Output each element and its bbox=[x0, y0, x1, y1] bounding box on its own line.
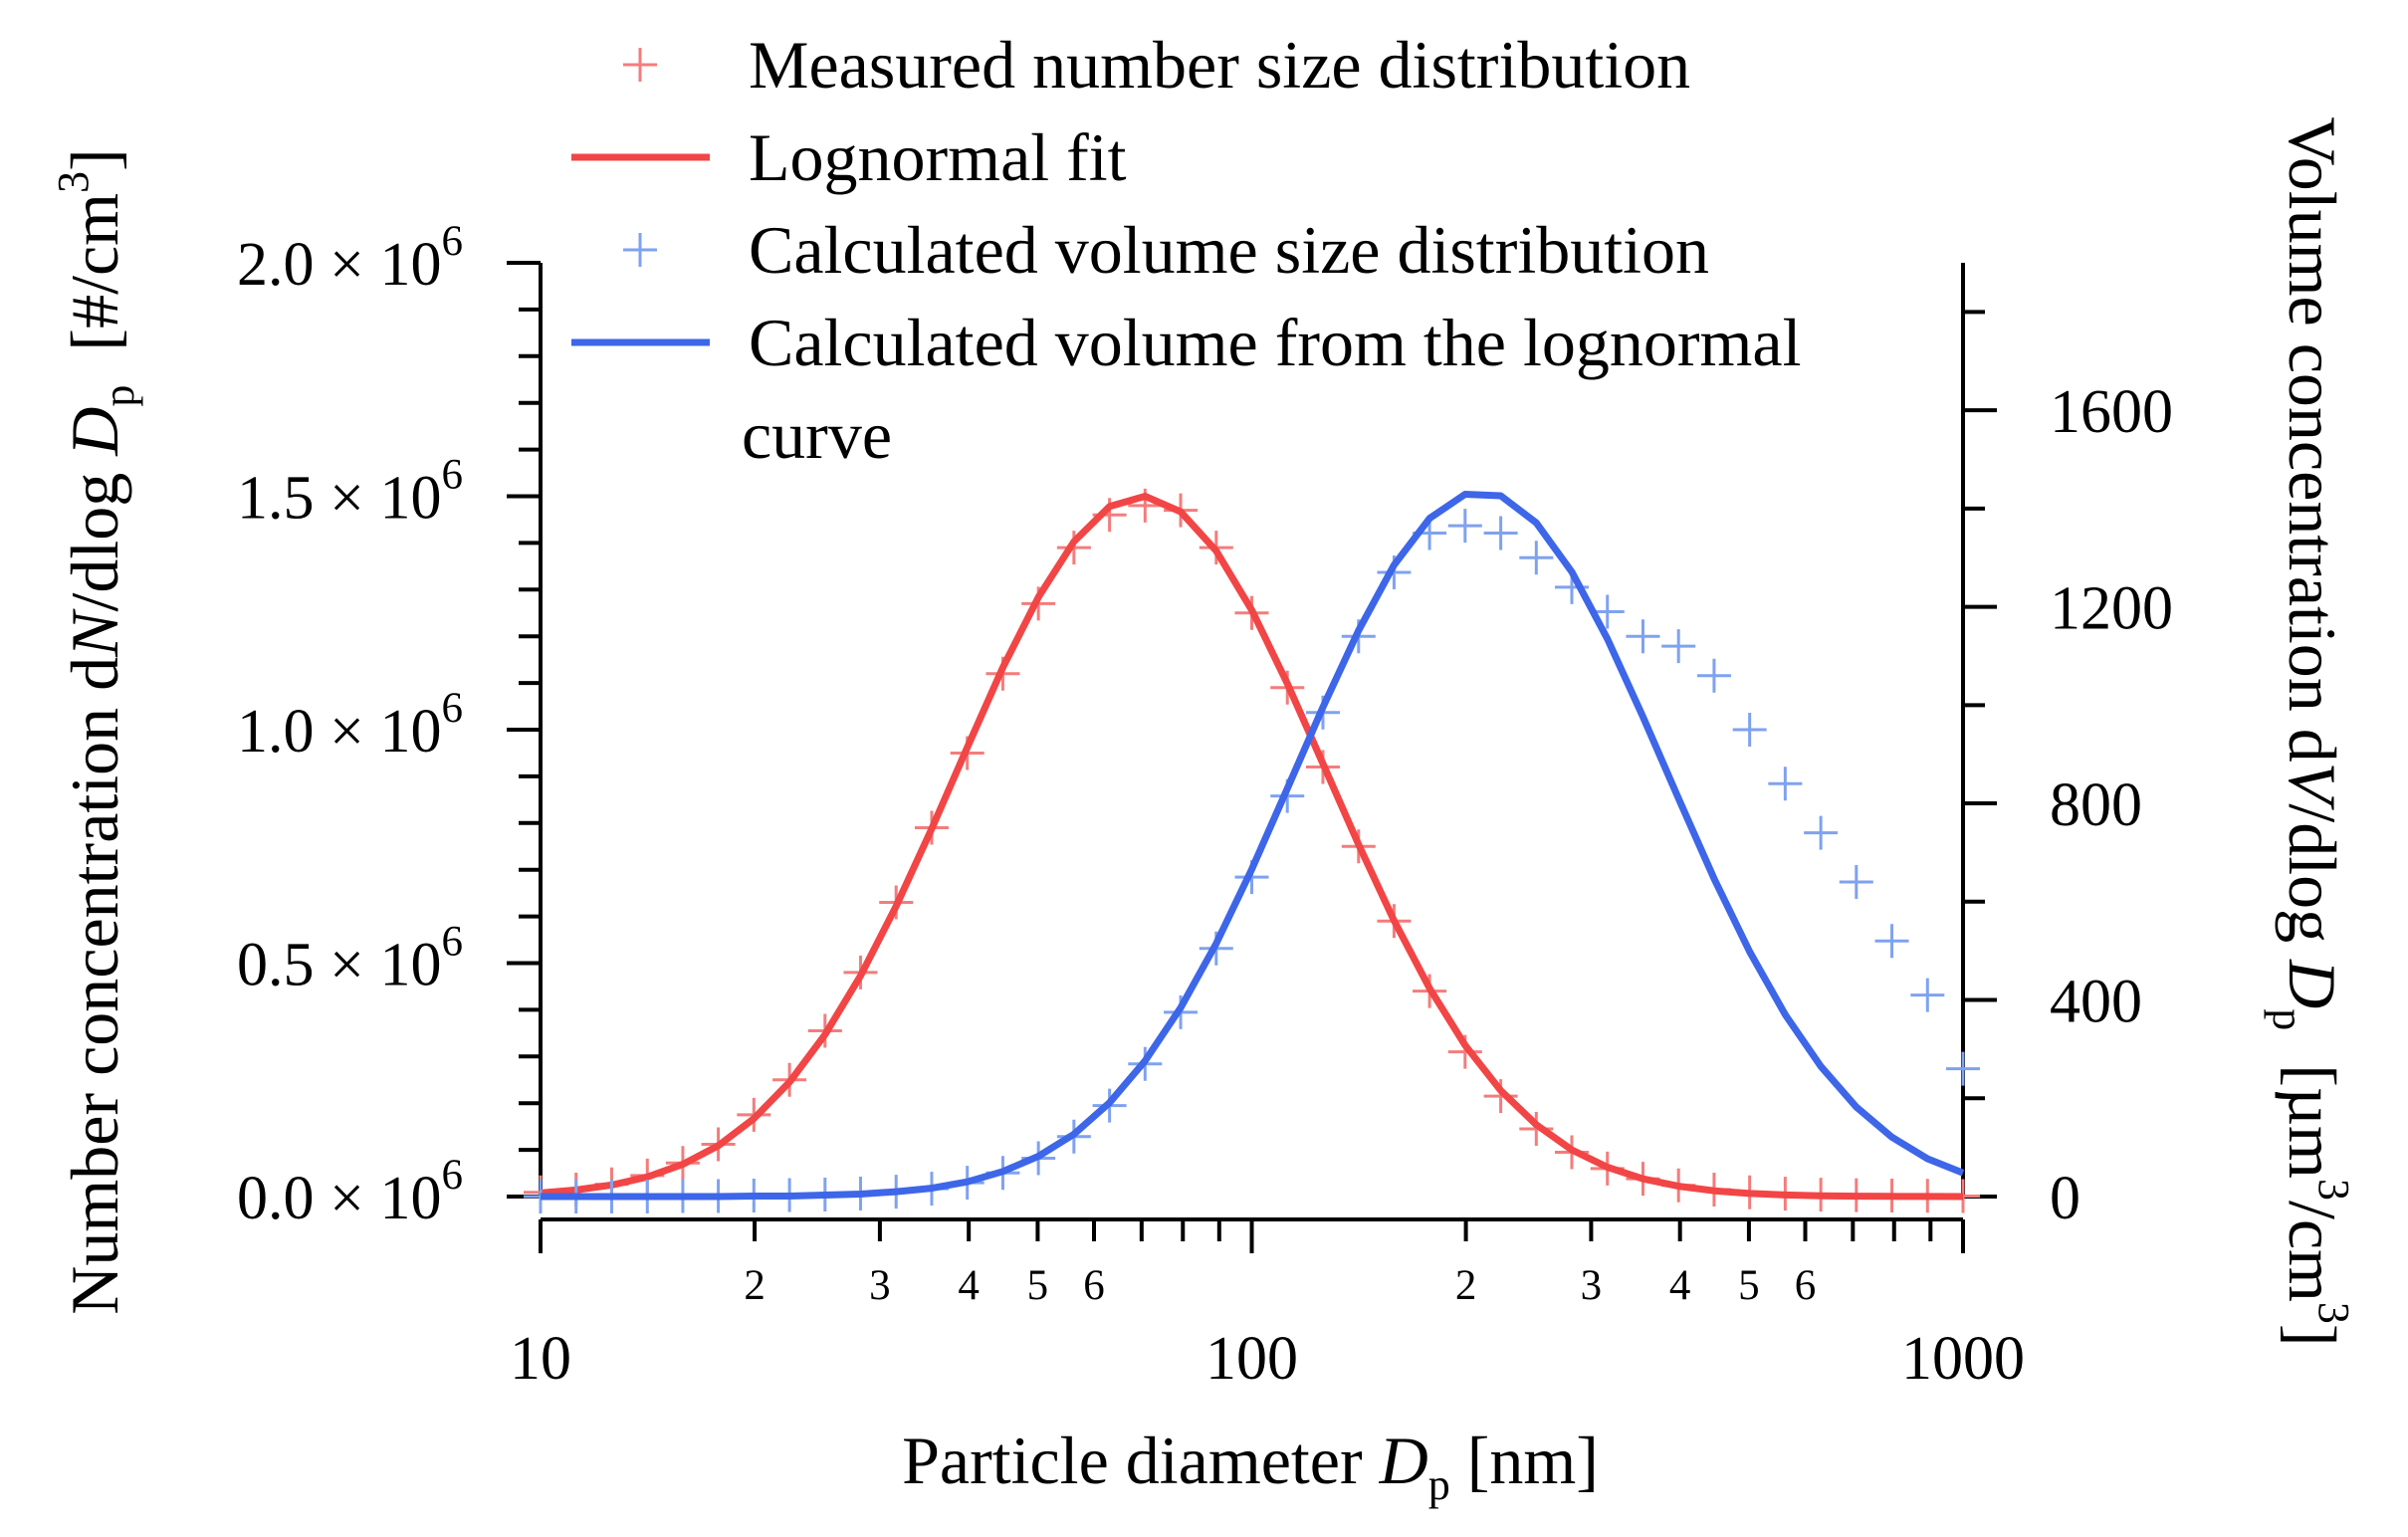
y-axis-label-part: p bbox=[95, 385, 143, 407]
x-minor-tick-label: 6 bbox=[1083, 1262, 1105, 1309]
y-tick-label-mantissa: 1.5 × 10 bbox=[237, 465, 441, 533]
marker bbox=[1732, 713, 1767, 747]
y-tick-label: 1.5 × 106 bbox=[237, 452, 463, 533]
legend-label: Calculated volume size distribution bbox=[749, 212, 1709, 288]
marker bbox=[1483, 516, 1518, 550]
y-tick-label: 1.0 × 106 bbox=[237, 685, 463, 766]
legend-label: Measured number size distribution bbox=[749, 27, 1690, 103]
y2-axis-label-part: [µm bbox=[2275, 1030, 2350, 1179]
y-axis-label-part: ] bbox=[57, 148, 132, 171]
legend-label: Calculated volume from the lognormal curv… bbox=[742, 305, 1802, 473]
y-tick-label-mantissa: 2.0 × 10 bbox=[237, 231, 441, 299]
y-tick-label: 0.0 × 106 bbox=[237, 1152, 463, 1232]
y-tick-label-exponent: 6 bbox=[442, 218, 464, 265]
x-minor-tick-label: 4 bbox=[958, 1262, 980, 1309]
y2-axis-label-part: 3 bbox=[2309, 1179, 2358, 1201]
marker bbox=[1946, 1051, 1980, 1086]
x-minor-tick-label: 2 bbox=[744, 1262, 766, 1309]
marker bbox=[1768, 767, 1803, 801]
x-tick-label: 1000 bbox=[1901, 1325, 2025, 1393]
y2-tick-label: 0 bbox=[2050, 1165, 2080, 1232]
y-tick-label-mantissa: 0.0 × 10 bbox=[237, 1165, 441, 1232]
marker bbox=[1519, 541, 1554, 575]
y-tick-label-exponent: 6 bbox=[442, 452, 464, 499]
y2-axis-label-part: 3 bbox=[2309, 1302, 2358, 1324]
fit-line bbox=[540, 493, 1964, 1201]
y-axis-label-part: N bbox=[57, 608, 132, 658]
x-minor-tick-label: 2 bbox=[1455, 1262, 1477, 1309]
y-axis-label-part: Number concentration d bbox=[57, 657, 132, 1315]
y-tick-label: 0.5 × 106 bbox=[237, 919, 463, 999]
x-minor-tick-label: 3 bbox=[1581, 1262, 1603, 1309]
x-minor-tick-label: 3 bbox=[869, 1262, 891, 1309]
x-axis-label-part: p bbox=[1428, 1460, 1450, 1509]
y2-tick-label: 1200 bbox=[2050, 575, 2173, 643]
marker bbox=[1839, 865, 1873, 900]
y-axis-label: Number concentration dN/dlog Dp [#/cm3] bbox=[49, 148, 143, 1314]
y2-axis-label-part: Volume concentration d bbox=[2275, 116, 2350, 762]
fit-line bbox=[541, 491, 1965, 1201]
x-minor-tick-label: 5 bbox=[1738, 1262, 1760, 1309]
y-axis-label-part: 3 bbox=[49, 171, 98, 193]
marker bbox=[1696, 658, 1731, 693]
y-axis-label-part: [#/cm bbox=[57, 193, 132, 385]
x-minor-tick-label: 5 bbox=[1027, 1262, 1049, 1309]
legend-marker bbox=[623, 48, 657, 82]
y2-axis-label-part: p bbox=[2264, 1008, 2312, 1030]
y2-axis-label-part: /cm bbox=[2275, 1201, 2350, 1302]
y-tick-label-exponent: 6 bbox=[442, 1152, 464, 1199]
marker bbox=[1447, 509, 1482, 544]
y2-tick-label: 400 bbox=[2050, 969, 2142, 1036]
marker bbox=[1483, 1079, 1518, 1114]
y-axis-label-part: /dlog bbox=[57, 456, 132, 612]
marker bbox=[1910, 978, 1945, 1012]
y2-axis-label-part: /dlog bbox=[2275, 803, 2350, 960]
marker bbox=[1874, 924, 1909, 959]
x-axis-label-part: Particle diameter bbox=[902, 1423, 1380, 1498]
x-minor-tick-label: 6 bbox=[1795, 1262, 1817, 1309]
legend-marker bbox=[623, 233, 657, 267]
y-tick-label-mantissa: 1.0 × 10 bbox=[237, 698, 441, 766]
marker bbox=[1626, 619, 1660, 654]
y2-axis-label-part: D bbox=[2275, 959, 2350, 1008]
y-tick-label-exponent: 6 bbox=[442, 685, 464, 732]
y-axis-label-part: D bbox=[57, 407, 132, 457]
x-axis-label-part: D bbox=[1379, 1423, 1428, 1498]
x-minor-tick-label: 4 bbox=[1669, 1262, 1691, 1309]
y2-axis-label: Volume concentration dV/dlog Dp [µm3/cm3… bbox=[2264, 116, 2358, 1346]
x-tick-label: 100 bbox=[1205, 1325, 1298, 1393]
y2-axis-label-part: V bbox=[2275, 763, 2350, 811]
legend-label-line: curve bbox=[742, 397, 892, 473]
marker bbox=[1661, 629, 1696, 664]
x-tick-label: 10 bbox=[510, 1325, 571, 1393]
legend-label-line: Calculated volume from the lognormal bbox=[749, 305, 1802, 380]
x-axis-label-part: [nm] bbox=[1450, 1423, 1599, 1498]
y2-tick-label: 1600 bbox=[2050, 378, 2173, 446]
marker bbox=[1804, 815, 1839, 850]
x-axis-label: Particle diameter Dp [nm] bbox=[902, 1423, 1599, 1509]
y-tick-label-mantissa: 0.5 × 10 bbox=[237, 932, 441, 999]
y-tick-label-exponent: 6 bbox=[442, 919, 464, 966]
legend-label: Lognormal fit bbox=[749, 119, 1127, 195]
y-tick-label: 2.0 × 106 bbox=[237, 218, 463, 299]
y2-tick-label: 800 bbox=[2050, 771, 2142, 839]
y2-axis-label-part: ] bbox=[2275, 1324, 2350, 1347]
